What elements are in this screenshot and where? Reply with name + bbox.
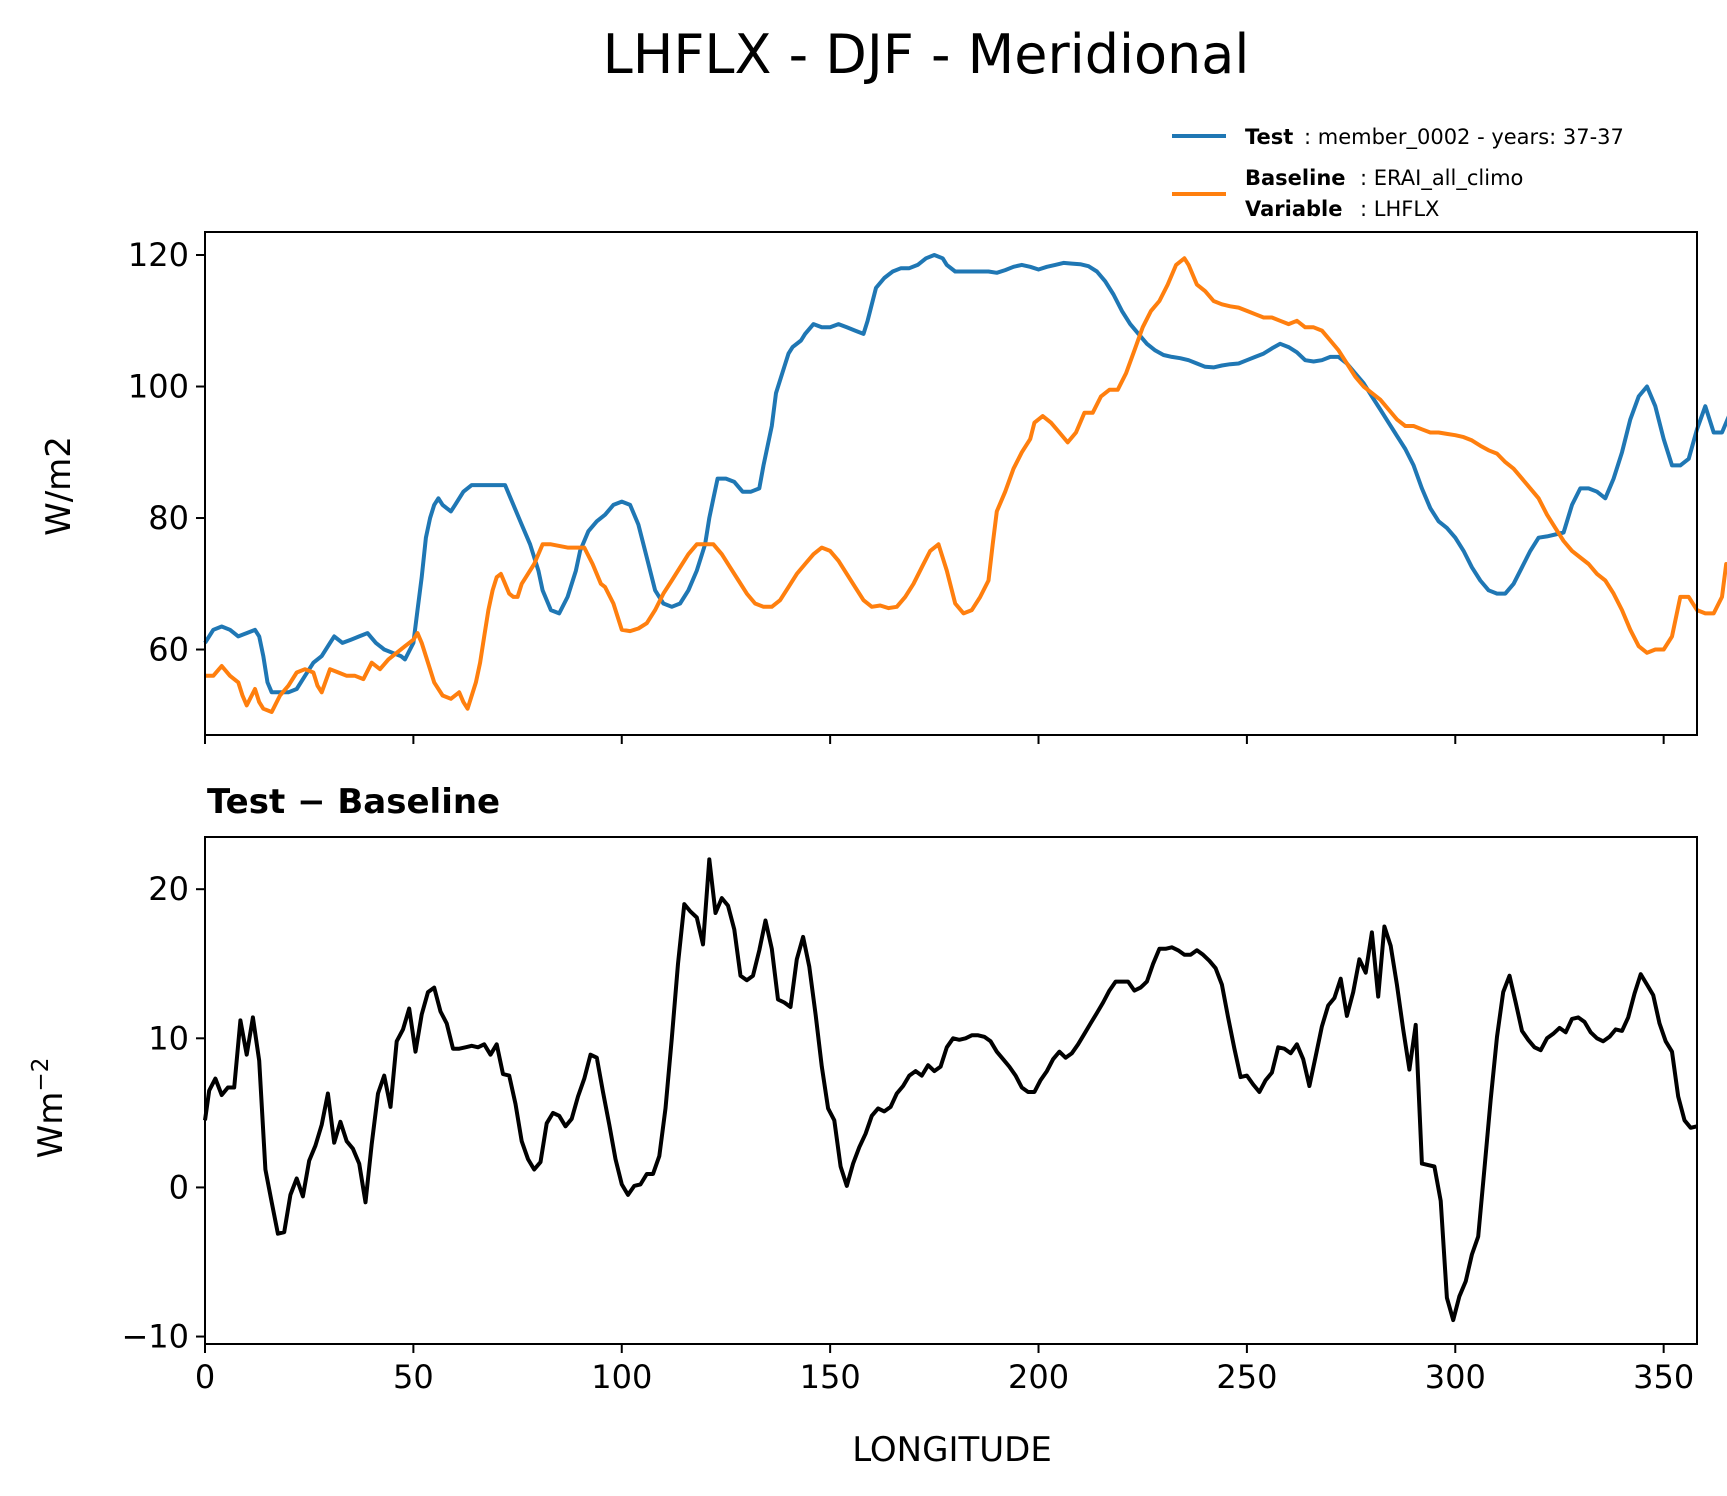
legend-baseline-value: : ERAI_all_climo [1360,166,1523,191]
bottom-xlabel: LONGITUDE [852,1430,1052,1470]
top-panel: 60 80 100 120 W/m2 [39,231,1727,744]
bottom-xtick-label-50: 50 [393,1358,434,1396]
bottom-xtick-label-0: 0 [195,1358,215,1396]
legend-variable-key: Variable [1245,197,1342,221]
bottom-series-group [203,857,1698,1323]
legend-variable-value: : LHFLX [1360,197,1439,221]
bottom-ytick-label-0: 0 [169,1168,189,1206]
legend-test-key: Test [1245,125,1293,149]
bottom-xtick-label-300: 300 [1425,1358,1486,1396]
top-ticks-group: 60 80 100 120 [128,236,1665,744]
bottom-xtick-label-350: 350 [1633,1358,1694,1396]
bottom-ylabel-exponent: −2 [28,1058,54,1092]
bottom-ytick-label--10: −10 [121,1318,189,1356]
bottom-series-line-test-baseline [203,857,1698,1323]
top-ytick-label-60: 60 [148,631,189,669]
bottom-ylabel-base: Wm [31,1092,71,1159]
legend-baseline-key: Baseline [1245,166,1346,190]
top-series-group [203,253,1727,714]
bottom-xtick-label-200: 200 [1008,1358,1069,1396]
bottom-xtick-label-150: 150 [800,1358,861,1396]
top-ytick-label-120: 120 [128,236,189,274]
legend-test-value: : member_0002 - years: 37-37 [1304,125,1624,150]
legend: Test : member_0002 - years: 37-37 Baseli… [1172,125,1624,221]
bottom-ylabel: Wm−2 [28,1058,71,1159]
bottom-panel: Test − Baseline 0 50 100 150 200 250 300 350−10… [28,782,1698,1470]
top-series-line-baseline [205,256,1727,714]
bottom-title: Test − Baseline [207,782,500,822]
top-ytick-label-80: 80 [148,499,189,537]
top-ylabel: W/m2 [39,436,79,536]
bottom-ytick-label-20: 20 [148,870,189,908]
top-series-line-test [203,253,1727,695]
figure-title: LHFLX - DJF - Meridional [603,23,1250,86]
bottom-xtick-label-100: 100 [591,1358,652,1396]
bottom-ytick-label-10: 10 [148,1019,189,1057]
bottom-xtick-label-250: 250 [1216,1358,1277,1396]
top-ytick-label-100: 100 [128,368,189,406]
bottom-axes-frame [204,836,1698,1345]
top-axes-frame [204,231,1698,736]
